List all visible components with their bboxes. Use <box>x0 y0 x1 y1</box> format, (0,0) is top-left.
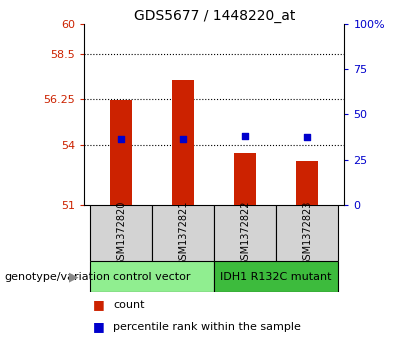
Point <box>304 134 310 140</box>
Bar <box>172 80 194 205</box>
Point <box>180 136 186 142</box>
Text: GDS5677 / 1448220_at: GDS5677 / 1448220_at <box>134 9 295 23</box>
Bar <box>90 205 152 261</box>
Text: count: count <box>113 300 145 310</box>
Text: genotype/variation: genotype/variation <box>4 272 110 282</box>
Point <box>118 136 125 142</box>
Bar <box>214 261 338 292</box>
Bar <box>214 205 276 261</box>
Text: GSM1372822: GSM1372822 <box>240 200 250 266</box>
Text: IDH1 R132C mutant: IDH1 R132C mutant <box>220 272 332 282</box>
Text: percentile rank within the sample: percentile rank within the sample <box>113 322 301 332</box>
Bar <box>110 100 132 205</box>
Text: GSM1372820: GSM1372820 <box>116 200 126 266</box>
Bar <box>234 153 256 205</box>
Text: ▶: ▶ <box>69 270 78 283</box>
Text: GSM1372821: GSM1372821 <box>178 200 188 266</box>
Bar <box>276 205 338 261</box>
Text: ■: ■ <box>92 298 104 311</box>
Bar <box>152 205 214 261</box>
Bar <box>297 161 318 205</box>
Text: GSM1372823: GSM1372823 <box>302 200 312 266</box>
Text: control vector: control vector <box>113 272 191 282</box>
Text: ■: ■ <box>92 320 104 333</box>
Point <box>242 133 249 139</box>
Bar <box>90 261 214 292</box>
